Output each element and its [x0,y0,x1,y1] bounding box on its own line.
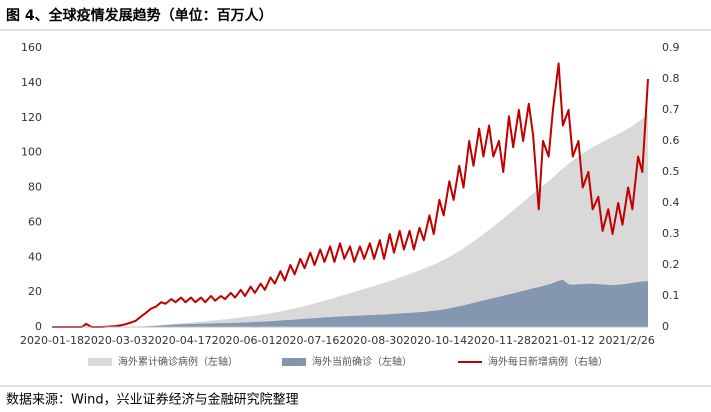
y2-tick-label: 0 [662,320,669,333]
y2-tick-label: 0.6 [662,134,680,147]
y-tick-label: 140 [21,76,42,89]
x-tick-label: 2020-03-03 [84,334,148,347]
y2-tick-label: 0.8 [662,72,680,85]
y-tick-label: 40 [28,250,42,263]
x-tick-label: 2020-06-01 [212,334,276,347]
y-tick-label: 120 [21,111,42,124]
y2-tick-label: 0.7 [662,103,680,116]
x-tick-label: 2020-07-16 [275,334,339,347]
x-tick-label: 2021-01-12 [531,334,595,347]
y-tick-label: 20 [28,285,42,298]
legend-label: 海外每日新增病例（右轴） [488,355,608,368]
legend-swatch [282,358,306,366]
area [52,279,648,327]
x-tick-label: 2020-01-18 [20,334,84,347]
y-tick-label: 0 [35,320,42,333]
y-tick-label: 60 [28,215,42,228]
x-tick-label: 2021/2/26 [599,334,655,347]
legend-label: 海外累计确诊病例（左轴） [118,355,238,368]
x-tick-label: 2020-04-17 [148,334,212,347]
x-tick-label: 2020-10-14 [403,334,467,347]
y2-tick-label: 0.9 [662,41,680,54]
x-tick-label: 2020-11-28 [467,334,531,347]
y-tick-label: 100 [21,146,42,159]
y-tick-label: 160 [21,41,42,54]
line [52,62,649,328]
legend-swatch [88,358,112,366]
y2-tick-label: 0.4 [662,196,680,209]
y-tick-label: 80 [28,181,42,194]
area [52,114,648,327]
x-tick-label: 2020-08-30 [339,334,403,347]
chart-title: 图 4、全球疫情发展趋势（单位：百万人） [6,7,273,24]
y2-tick-label: 0.2 [662,258,680,271]
y2-tick-label: 0.1 [662,289,680,302]
y2-tick-label: 0.3 [662,227,680,240]
legend-label: 海外当前确诊（左轴） [312,355,412,368]
y2-tick-label: 0.5 [662,165,680,178]
source-note: 数据来源：Wind，兴业证券经济与金融研究院整理 [6,392,299,408]
